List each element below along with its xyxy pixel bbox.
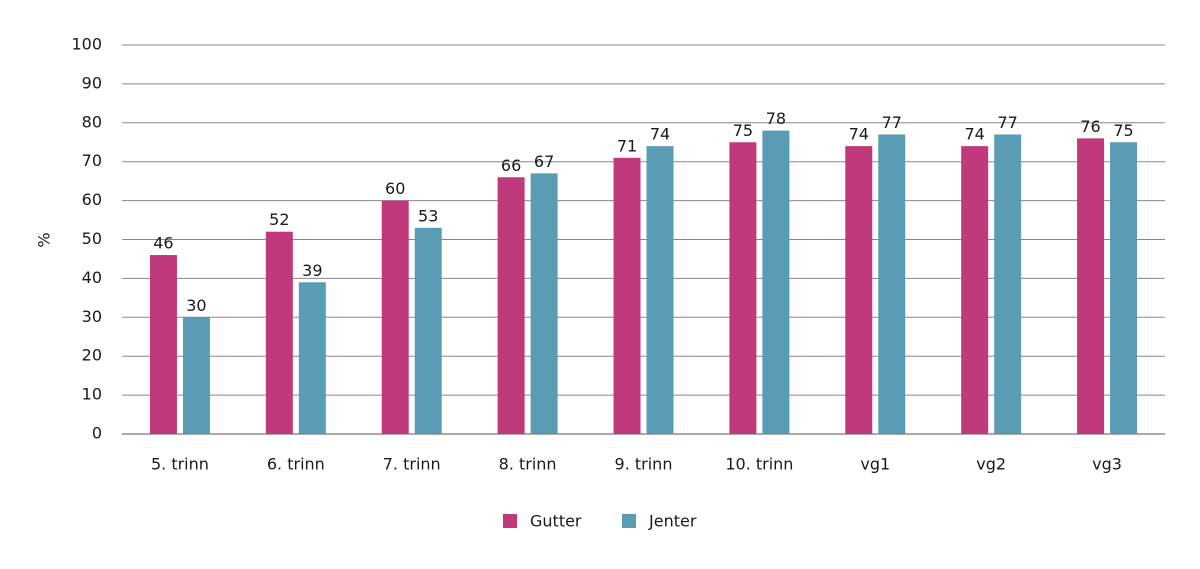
bar — [878, 134, 906, 434]
bar — [646, 146, 674, 434]
y-tick-label: 30 — [82, 307, 102, 326]
y-tick-label: 0 — [92, 424, 102, 443]
bar — [182, 317, 210, 434]
y-axis-label: % — [35, 232, 54, 247]
data-label: 77 — [882, 113, 902, 132]
y-tick-label: 70 — [82, 151, 102, 170]
bar — [1110, 142, 1138, 434]
data-label: 66 — [501, 156, 521, 175]
x-tick-label: 10. trinn — [725, 455, 793, 474]
data-label: 74 — [964, 125, 984, 144]
y-tick-label: 100 — [71, 35, 102, 54]
bar — [613, 157, 641, 434]
data-label: 76 — [1080, 117, 1100, 136]
data-label: 75 — [733, 121, 753, 140]
data-label: 46 — [153, 234, 173, 253]
y-tick-label: 50 — [82, 229, 102, 248]
bar — [530, 173, 558, 434]
bar — [497, 177, 525, 434]
data-label: 30 — [186, 296, 206, 315]
data-label: 74 — [849, 125, 869, 144]
data-label: 77 — [997, 113, 1017, 132]
bar — [414, 227, 442, 434]
data-label: 67 — [534, 152, 554, 171]
x-tick-label: vg2 — [976, 455, 1006, 474]
data-label: 60 — [385, 179, 405, 198]
x-tick-label: 8. trinn — [499, 455, 557, 474]
legend-label: Jenter — [648, 512, 697, 531]
bar — [845, 146, 873, 434]
y-tick-label: 80 — [82, 112, 102, 131]
data-label: 74 — [650, 125, 670, 144]
legend-label: Gutter — [530, 512, 582, 531]
bar — [381, 200, 409, 434]
x-tick-label: 9. trinn — [615, 455, 673, 474]
data-label: 52 — [269, 210, 289, 229]
y-tick-label: 40 — [82, 268, 102, 287]
bar — [298, 282, 326, 434]
bar — [762, 130, 790, 434]
bar — [1077, 138, 1105, 435]
y-tick-label: 90 — [82, 73, 102, 92]
x-tick-label: 6. trinn — [267, 455, 325, 474]
bar — [149, 255, 177, 434]
x-tick-label: 7. trinn — [383, 455, 441, 474]
bar — [265, 231, 293, 434]
data-label: 75 — [1113, 121, 1133, 140]
x-tick-label: vg1 — [860, 455, 890, 474]
bar — [994, 134, 1022, 434]
legend-swatch — [622, 514, 636, 528]
data-label: 78 — [766, 109, 786, 128]
data-label: 39 — [302, 261, 322, 280]
data-label: 71 — [617, 136, 637, 155]
legend-swatch — [503, 514, 517, 528]
bar — [729, 142, 757, 434]
data-label: 53 — [418, 206, 438, 225]
y-tick-label: 60 — [82, 190, 102, 209]
y-tick-label: 10 — [82, 385, 102, 404]
x-tick-label: vg3 — [1092, 455, 1122, 474]
y-tick-label: 20 — [82, 346, 102, 365]
x-tick-label: 5. trinn — [151, 455, 209, 474]
bar — [961, 146, 989, 434]
